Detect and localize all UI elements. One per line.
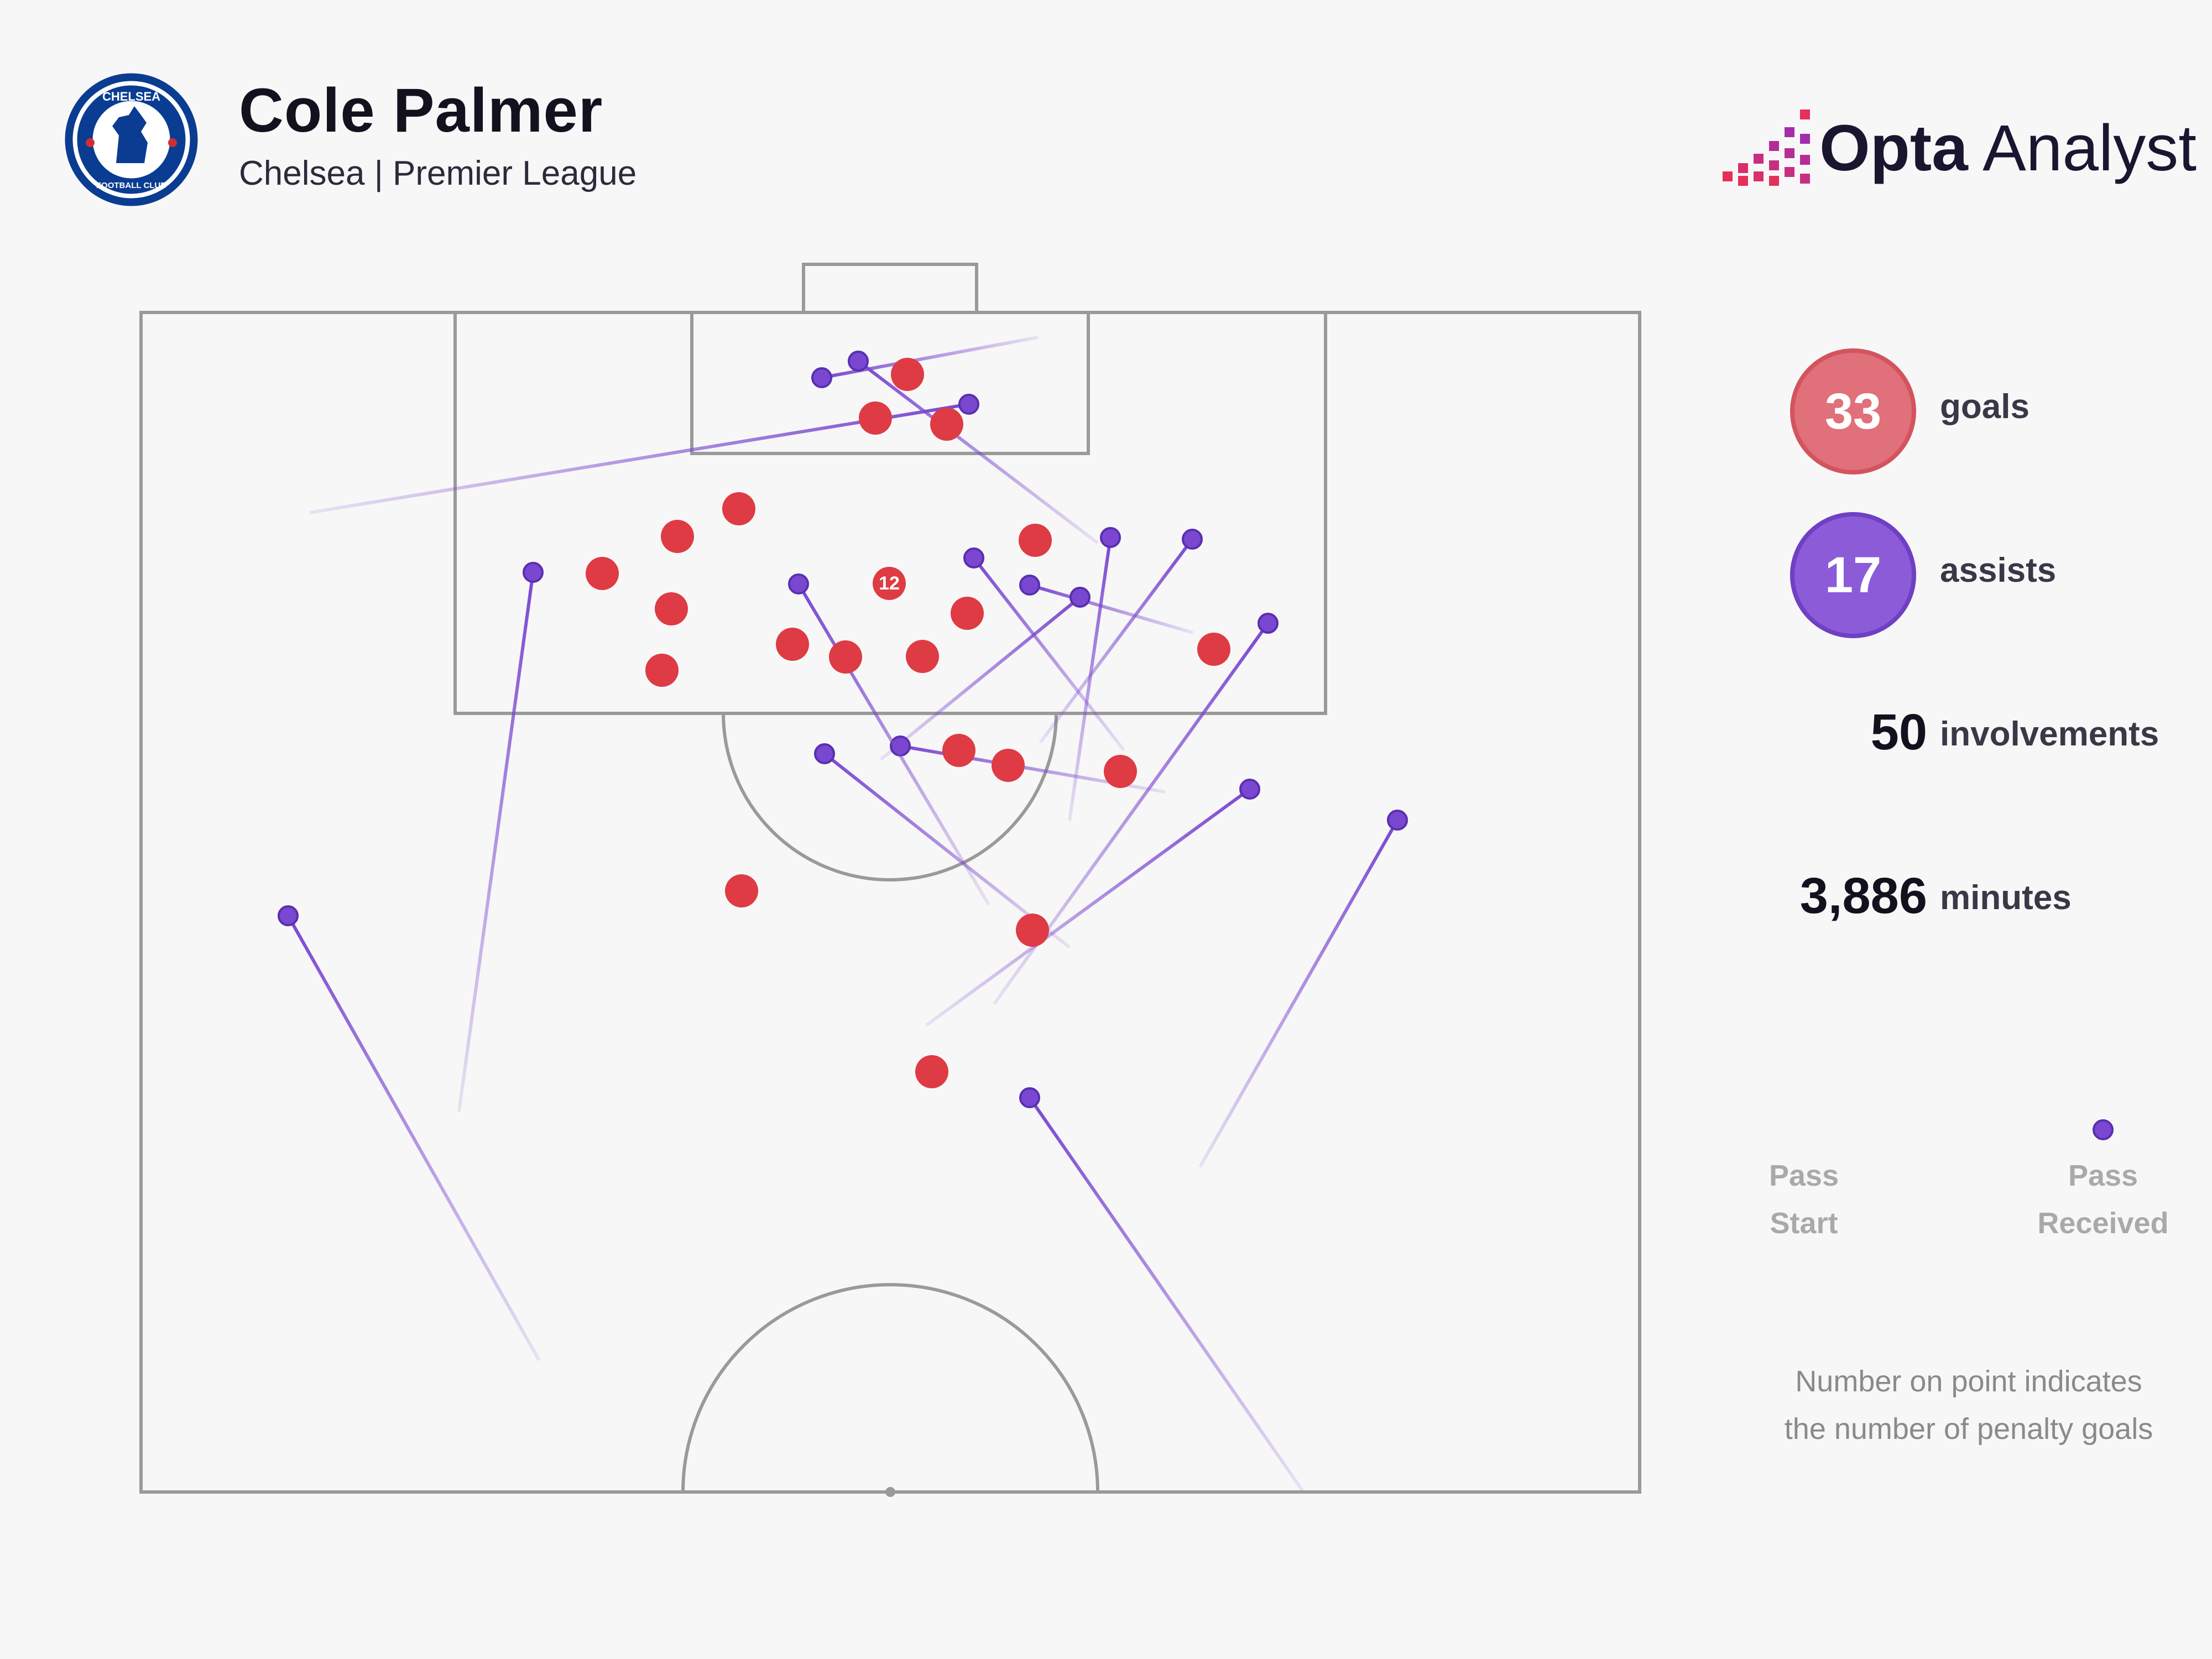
assist-received-point <box>963 547 984 568</box>
assist-received-point <box>523 562 544 583</box>
goal-point <box>1197 633 1230 666</box>
goal-point <box>725 874 758 907</box>
assist-received-point <box>814 743 835 764</box>
goal-point <box>942 734 975 767</box>
goal-point <box>906 640 939 673</box>
assist-pass-line <box>925 787 1251 1027</box>
goal-frame <box>802 263 978 314</box>
assist-received-point <box>1019 1087 1040 1108</box>
centre-spot <box>885 1487 895 1497</box>
goal-point <box>859 401 892 435</box>
assist-received-point <box>1258 613 1279 634</box>
player-name: Cole Palmer <box>239 76 603 145</box>
centre-circle <box>681 1283 1099 1493</box>
goal-point <box>776 628 809 661</box>
assist-received-point <box>1182 529 1203 550</box>
penalty-goal-count: 12 <box>879 573 900 594</box>
goal-point <box>661 520 694 553</box>
involvements-label: involvements <box>1940 715 2159 753</box>
legend-pass-line <box>1804 1119 2114 1140</box>
assist-received-point <box>811 367 832 388</box>
player-subtitle: Chelsea | Premier League <box>239 154 637 192</box>
assist-pass-line <box>309 403 969 514</box>
assist-received-point <box>848 351 869 372</box>
assist-pass-line <box>1028 1097 1304 1491</box>
assist-layer <box>278 336 1408 1491</box>
assist-received-point <box>1019 575 1040 596</box>
penalty-area <box>453 311 1327 715</box>
assists-label: assists <box>1940 551 2057 589</box>
six-yard-box <box>690 311 1090 455</box>
assist-pass-line <box>1068 537 1112 821</box>
minutes-label: minutes <box>1940 879 2072 917</box>
legend-received-dot <box>2093 1119 2114 1140</box>
assists-count-badge: 17 <box>1790 512 1916 638</box>
assist-received-point <box>278 905 299 926</box>
assist-received-point <box>958 394 979 415</box>
penalty-arc <box>722 713 1058 881</box>
goal-point <box>1019 524 1052 557</box>
assist-pass-line <box>1029 583 1193 634</box>
goal-point <box>891 358 924 391</box>
goal-point <box>930 408 963 441</box>
goal-point <box>951 597 984 630</box>
goal-point <box>722 492 755 525</box>
goal-point <box>992 749 1025 782</box>
involvements-value: 50 <box>1870 704 1927 760</box>
assist-received-point <box>1239 779 1260 800</box>
pitch-boundary <box>139 311 1641 1494</box>
assist-pass-line <box>286 915 541 1361</box>
assist-pass-line <box>880 596 1081 761</box>
svg-text:FOOTBALL CLUB: FOOTBALL CLUB <box>96 181 166 190</box>
assist-pass-line <box>457 572 535 1112</box>
goal-layer <box>586 358 1230 1088</box>
minutes-value: 3,886 <box>1799 868 1927 924</box>
penalty-goal-point <box>873 567 906 600</box>
assist-pass-line <box>1198 819 1399 1168</box>
assist-pass-line <box>972 557 1125 751</box>
assist-pass-line <box>797 583 990 906</box>
assist-received-point <box>1070 587 1091 608</box>
assist-received-point <box>788 573 809 594</box>
assist-pass-line <box>857 359 1099 545</box>
chelsea-crest-icon: CHELSEA FOOTBALL CLUB <box>65 73 198 206</box>
goal-point <box>915 1055 948 1088</box>
assist-received-point <box>1387 810 1408 831</box>
goal-point <box>829 640 862 674</box>
pitch-lines <box>139 263 1641 1494</box>
svg-text:CHELSEA: CHELSEA <box>102 90 160 103</box>
goal-point <box>1104 755 1137 788</box>
assist-received-point <box>1100 527 1121 548</box>
goals-label: goals <box>1940 388 2030 426</box>
goals-count-badge: 33 <box>1790 348 1916 474</box>
club-badge: CHELSEA FOOTBALL CLUB <box>64 72 199 207</box>
opta-analyst-brand: Opta Analyst <box>1723 105 2197 194</box>
brand-name: Opta Analyst <box>1819 112 2197 185</box>
legend-pass-start: Pass Start <box>1768 1159 1839 1240</box>
goal-point <box>655 592 688 625</box>
assist-pass-line <box>1039 538 1194 744</box>
opta-analyst-logo-icon <box>1723 109 1810 186</box>
penalty-note: Number on point indicates the number of … <box>1784 1365 2153 1446</box>
penalty-goal-marker: 12 <box>873 567 906 600</box>
goal-point <box>1016 914 1049 947</box>
legend-pass-received: Pass Received <box>2037 1159 2169 1240</box>
goal-point <box>586 557 619 590</box>
goal-point <box>645 654 679 687</box>
